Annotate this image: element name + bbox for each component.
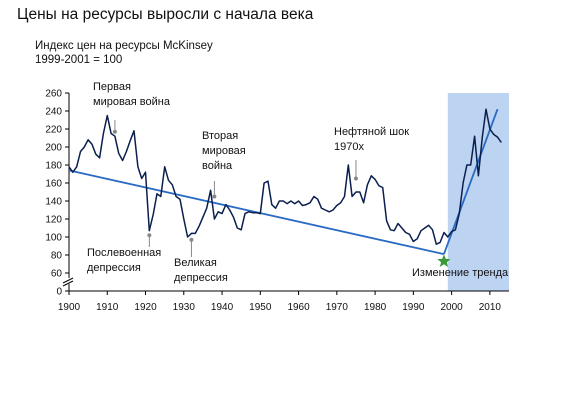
highlight-region: [447, 93, 509, 291]
x-tick-label: 1920: [134, 302, 157, 313]
x-tick-label: 1990: [402, 302, 425, 313]
x-tick-label: 1910: [96, 302, 119, 313]
y-tick-label: 260: [45, 89, 62, 100]
x-tick-label: 1940: [211, 302, 234, 313]
page-title: Цены на ресурсы выросли с начала века: [17, 6, 314, 23]
y-tick-label: 220: [45, 125, 62, 136]
x-tick-label: 1930: [173, 302, 196, 313]
axis-break-gap: [62, 278, 76, 284]
annotation-ww1-dot: [112, 129, 117, 134]
y-tick-label: 100: [45, 233, 62, 244]
annotation-great-dot: [189, 237, 194, 242]
x-tick-label: 1970: [326, 302, 349, 313]
y-tick-label: 240: [45, 107, 62, 118]
annotation-postwar-dot: [147, 233, 152, 238]
x-tick-label: 1980: [364, 302, 387, 313]
chart-subtitle-base: 1999-2001 = 100: [35, 54, 123, 66]
annotation-ww2-dot: [212, 194, 217, 199]
chart-subtitle-index: Индекс цен на ресурсы McKinsey: [35, 40, 213, 52]
annotation-ww2-label: война: [202, 160, 233, 172]
annotation-great-label: депрессия: [174, 272, 228, 284]
annotation-ww1-label: Первая: [93, 81, 131, 93]
x-tick-label: 2010: [479, 302, 502, 313]
y-tick-label: 160: [45, 179, 62, 190]
y-tick-label: 60: [51, 269, 63, 280]
annotation-postwar-label: депрессия: [87, 262, 141, 274]
annotation-ww1-label: мировая война: [93, 96, 171, 108]
y-tick-label: 180: [45, 161, 62, 172]
y-tick-label: 0: [56, 287, 62, 298]
annotation-postwar-label: Послевоенная: [87, 247, 161, 259]
trend-change-star-icon: [437, 254, 451, 267]
x-tick-label: 1960: [287, 302, 310, 313]
annotation-oil-label: 1970х: [334, 141, 364, 153]
price-index-line: [68, 108, 502, 245]
y-tick-label: 200: [45, 143, 62, 154]
x-tick-label: 1900: [58, 302, 81, 313]
annotation-ww2-label: Вторая: [202, 130, 238, 142]
axis-break-mark: [62, 280, 74, 287]
axis-break-mark: [62, 277, 74, 284]
annotation-ww2-label: мировая: [202, 145, 246, 157]
annotation-great-label: Великая: [174, 257, 217, 269]
annotation-oil-dot: [353, 176, 358, 181]
annotation-trend-label: Изменение тренда: [412, 267, 509, 279]
y-tick-label: 80: [51, 251, 63, 262]
trend-line: [443, 108, 499, 255]
y-tick-label: 140: [45, 197, 62, 208]
y-tick-label: 120: [45, 215, 62, 226]
annotation-oil-label: Нефтяной шок: [334, 126, 409, 138]
x-tick-label: 1950: [249, 302, 272, 313]
x-tick-label: 2000: [440, 302, 463, 313]
